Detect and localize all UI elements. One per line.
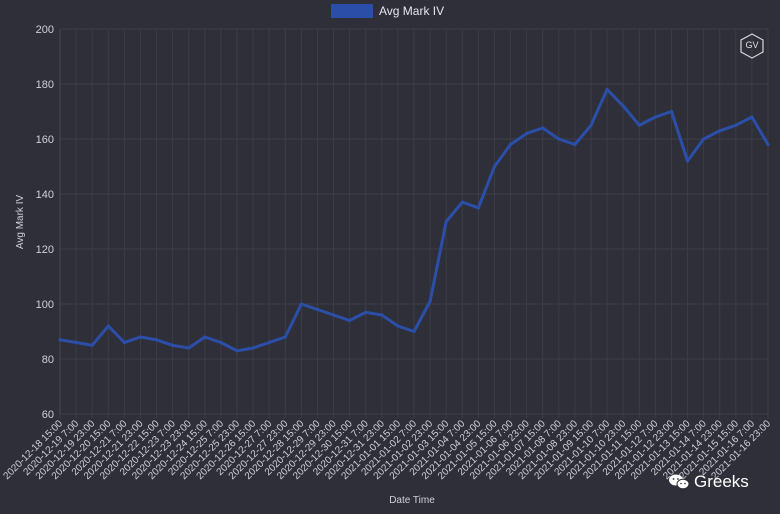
legend-label: Avg Mark IV xyxy=(379,4,444,18)
hexagon-logo-icon xyxy=(740,33,764,59)
data-point xyxy=(557,137,561,141)
data-point xyxy=(348,318,352,323)
watermark-text: Greeks xyxy=(694,472,749,491)
y-axis: 60 80 100 120 140 160 180 200 xyxy=(36,24,54,421)
y-tick-label: 60 xyxy=(42,409,54,421)
data-point xyxy=(428,299,432,303)
data-point xyxy=(364,310,368,314)
badge-text: GV xyxy=(745,40,759,50)
watermark: Greeks xyxy=(668,470,749,494)
data-point xyxy=(235,349,239,353)
data-point xyxy=(573,142,577,147)
data-point xyxy=(331,313,336,317)
data-point xyxy=(734,123,738,127)
data-point xyxy=(637,123,641,127)
data-point xyxy=(251,346,255,350)
data-point xyxy=(396,324,400,328)
y-tick-label: 180 xyxy=(36,79,54,91)
data-point xyxy=(508,142,513,147)
data-point xyxy=(750,115,754,119)
data-point xyxy=(541,126,545,130)
data-point xyxy=(219,340,223,345)
data-point xyxy=(589,123,593,127)
y-tick-label: 200 xyxy=(36,24,54,36)
data-point xyxy=(315,307,320,312)
legend-swatch xyxy=(331,4,373,18)
data-point xyxy=(283,335,287,339)
data-point xyxy=(702,137,706,141)
data-point xyxy=(766,142,770,147)
series-layer xyxy=(58,87,770,353)
data-point xyxy=(122,340,126,345)
data-point xyxy=(90,343,94,347)
data-point xyxy=(685,159,690,163)
data-point xyxy=(525,131,529,136)
data-point xyxy=(653,115,658,119)
data-point xyxy=(444,219,448,224)
data-point xyxy=(171,343,175,347)
data-point xyxy=(380,313,384,317)
data-point xyxy=(267,340,271,345)
legend[interactable]: Avg Mark IV xyxy=(331,4,444,18)
data-point xyxy=(58,338,62,342)
data-point xyxy=(718,129,722,133)
data-point xyxy=(106,324,110,328)
wechat-icon xyxy=(669,474,690,490)
y-tick-label: 120 xyxy=(36,244,54,256)
data-point xyxy=(605,87,609,92)
data-point xyxy=(203,335,207,339)
data-point xyxy=(492,164,497,169)
y-axis-title: Avg Mark IV xyxy=(15,195,26,250)
x-axis-title: Date Time xyxy=(389,495,435,506)
data-point xyxy=(460,200,464,204)
data-point xyxy=(154,338,159,342)
data-point xyxy=(412,329,416,334)
grid-lines xyxy=(59,28,769,418)
data-point xyxy=(138,335,143,339)
y-tick-label: 140 xyxy=(36,189,54,201)
y-tick-label: 160 xyxy=(36,134,54,146)
data-point xyxy=(187,346,191,350)
data-point xyxy=(476,206,480,210)
y-tick-label: 80 xyxy=(42,354,54,366)
data-point xyxy=(669,109,674,114)
data-point xyxy=(299,302,303,306)
data-point xyxy=(74,340,78,345)
y-tick-label: 100 xyxy=(36,299,54,311)
data-point xyxy=(621,104,625,108)
